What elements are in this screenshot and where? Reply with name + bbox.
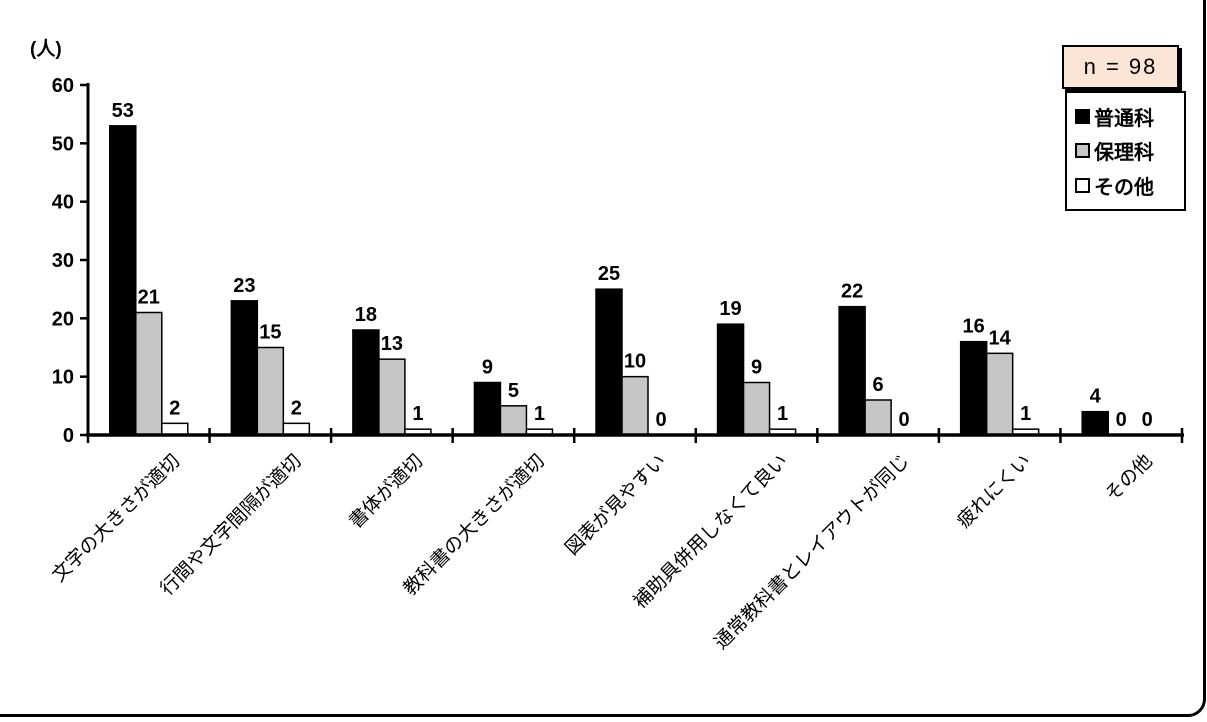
category-label: その他 bbox=[1101, 450, 1157, 506]
legend-swatch-white bbox=[1075, 178, 1090, 194]
bar-value-label: 23 bbox=[233, 275, 255, 297]
bar-value-label: 1 bbox=[534, 403, 545, 425]
y-tick-label: 40 bbox=[52, 192, 74, 214]
bar bbox=[378, 358, 406, 436]
bar-value-label: 2 bbox=[169, 397, 180, 419]
legend-swatch-gray bbox=[1075, 143, 1090, 159]
bar-value-label: 4 bbox=[1090, 386, 1102, 408]
legend-item: その他 bbox=[1075, 171, 1178, 200]
bar bbox=[742, 381, 771, 436]
bar-value-label: 1 bbox=[777, 403, 788, 425]
bar-value-label: 22 bbox=[841, 281, 863, 303]
bar-value-label: 15 bbox=[259, 322, 281, 344]
category-label: 教科書の大きさが適切 bbox=[399, 450, 549, 600]
legend: 普通科 保理科 その他 bbox=[1065, 91, 1186, 211]
legend-item: 保理科 bbox=[1075, 136, 1178, 165]
legend-label: 保理科 bbox=[1094, 142, 1154, 165]
bar bbox=[864, 399, 892, 436]
category-label: 行間や文字間隔が適切 bbox=[156, 450, 306, 600]
bar bbox=[985, 352, 1014, 436]
category-label: 図表が見やすい bbox=[561, 450, 671, 560]
legend-item: 普通科 bbox=[1075, 102, 1178, 131]
y-tick-label: 20 bbox=[52, 308, 74, 330]
category-label: 疲れにくい bbox=[953, 450, 1035, 532]
bar-value-label: 1 bbox=[412, 403, 423, 425]
y-tick-label: 30 bbox=[52, 250, 74, 272]
bar-value-label: 19 bbox=[719, 298, 741, 320]
bar-value-label: 18 bbox=[355, 304, 377, 326]
legend-label: その他 bbox=[1094, 177, 1154, 200]
bar-value-label: 53 bbox=[112, 100, 134, 122]
bar bbox=[230, 300, 259, 436]
bar bbox=[716, 323, 745, 436]
bar-value-label: 0 bbox=[655, 409, 666, 431]
bar-value-label: 0 bbox=[899, 409, 910, 431]
bar-value-label: 16 bbox=[963, 316, 985, 338]
y-axis-unit-label: (人) bbox=[30, 39, 62, 60]
y-tick-label: 60 bbox=[52, 75, 74, 97]
bar bbox=[621, 375, 649, 436]
category-label: 通常教科書とレイアウトが同じ bbox=[710, 450, 914, 654]
y-tick-label: 50 bbox=[52, 133, 74, 155]
bar-value-label: 2 bbox=[291, 397, 302, 419]
bar bbox=[499, 405, 528, 436]
bar bbox=[135, 311, 163, 436]
category-label: 書体が適切 bbox=[345, 450, 428, 533]
bar-value-label: 1 bbox=[1020, 403, 1031, 425]
bar bbox=[1081, 410, 1109, 436]
bar bbox=[109, 125, 137, 436]
bar bbox=[838, 305, 866, 436]
bar bbox=[352, 329, 380, 436]
bar bbox=[473, 381, 502, 436]
bar-value-label: 6 bbox=[873, 374, 884, 396]
bar-value-label: 5 bbox=[508, 380, 519, 402]
category-label: 文字の大きさが適切 bbox=[48, 450, 184, 586]
bar-value-label: 0 bbox=[1116, 409, 1127, 431]
bar-value-label: 9 bbox=[482, 357, 493, 379]
bar bbox=[256, 346, 285, 436]
bar-value-label: 9 bbox=[751, 357, 762, 379]
legend-swatch-black bbox=[1075, 108, 1090, 124]
bar-value-label: 25 bbox=[598, 263, 620, 285]
bar-value-label: 14 bbox=[989, 327, 1012, 349]
bar-value-label: 0 bbox=[1142, 409, 1153, 431]
bar-value-label: 21 bbox=[138, 287, 160, 309]
bar bbox=[959, 340, 988, 436]
sample-size-text: n = 98 bbox=[1083, 54, 1158, 79]
bar-value-label: 10 bbox=[624, 351, 646, 373]
y-tick-label: 0 bbox=[63, 425, 74, 447]
bar-value-label: 13 bbox=[381, 333, 403, 355]
y-tick-label: 10 bbox=[52, 367, 74, 389]
sample-size-box: n = 98 bbox=[1062, 45, 1179, 89]
bar bbox=[595, 288, 623, 436]
legend-label: 普通科 bbox=[1094, 107, 1154, 130]
